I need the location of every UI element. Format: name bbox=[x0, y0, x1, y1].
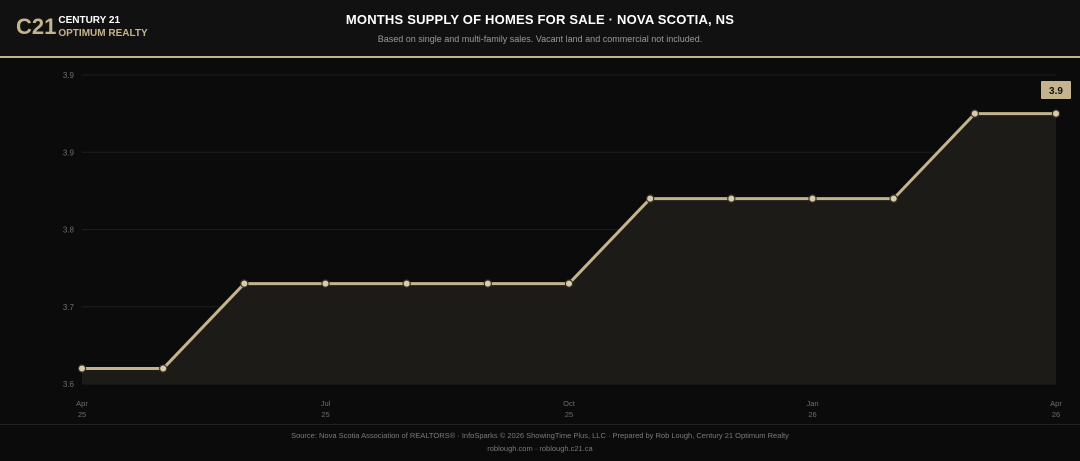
x-tick-year: 26 bbox=[808, 410, 816, 419]
y-axis-labels: 3.6 3.7 3.8 3.9 3.9 bbox=[63, 71, 75, 389]
brand-name: CENTURY 21 bbox=[58, 15, 121, 26]
chart-area bbox=[82, 113, 1056, 384]
footer-links: roblough.com · roblough.c21.ca bbox=[487, 444, 593, 453]
x-tick-month: Oct bbox=[563, 399, 576, 408]
data-point bbox=[483, 279, 493, 288]
data-point bbox=[970, 109, 980, 118]
brand-mark: C21 bbox=[16, 14, 57, 39]
y-tick-label: 3.8 bbox=[63, 226, 75, 235]
footer: Source: Nova Scotia Association of REALT… bbox=[0, 424, 1080, 461]
x-tick-year: 26 bbox=[1052, 410, 1060, 419]
source-note: Source: Nova Scotia Association of REALT… bbox=[291, 431, 789, 440]
brand-text: CENTURY 21 OPTIMUM REALTY bbox=[58, 14, 147, 40]
x-tick-month: Jul bbox=[321, 399, 331, 408]
chart-subtitle: Based on single and multi-family sales. … bbox=[377, 34, 703, 44]
x-tick-month: Jan bbox=[806, 399, 818, 408]
x-tick-year: 25 bbox=[78, 410, 86, 419]
brand-logo: C21 CENTURY 21 OPTIMUM REALTY bbox=[16, 14, 148, 40]
data-point bbox=[727, 194, 736, 203]
data-point bbox=[402, 279, 411, 288]
months-supply-chart: 3.6 3.7 3.8 3.9 3.9 Apr 25 Jul 25 Oct 25 Jan 26 Apr 2… bbox=[0, 58, 1080, 424]
brand-office: OPTIMUM REALTY bbox=[58, 28, 148, 39]
data-point bbox=[158, 364, 168, 373]
data-point bbox=[1051, 109, 1061, 118]
data-point bbox=[77, 364, 87, 373]
chart-title: MONTHS SUPPLY OF HOMES FOR SALE · NOVA S… bbox=[345, 12, 735, 27]
x-tick-month: Apr bbox=[1050, 399, 1062, 408]
callout-box bbox=[1041, 81, 1071, 99]
data-point bbox=[889, 194, 898, 203]
area-fill bbox=[82, 113, 1056, 384]
y-tick-label: 3.9 bbox=[63, 148, 75, 157]
x-tick-year: 25 bbox=[321, 410, 329, 419]
y-tick-label: 3.7 bbox=[63, 303, 75, 312]
data-point bbox=[321, 279, 330, 288]
header: C21 CENTURY 21 OPTIMUM REALTY MONTHS SUP… bbox=[0, 0, 1080, 58]
data-point bbox=[808, 194, 817, 203]
y-tick-label: 3.9 bbox=[63, 71, 75, 80]
chart-points bbox=[77, 109, 1061, 373]
callout-value: 3.9 bbox=[1049, 86, 1063, 97]
data-point bbox=[645, 194, 655, 203]
last-value-callout: 3.9 bbox=[1041, 81, 1071, 99]
data-point bbox=[564, 279, 574, 288]
x-tick-year: 25 bbox=[565, 410, 573, 419]
x-axis-labels: Apr 25 Jul 25 Oct 25 Jan 26 Apr 26 bbox=[76, 399, 1062, 419]
data-point bbox=[240, 279, 249, 288]
x-tick-month: Apr bbox=[76, 399, 88, 408]
y-tick-label: 3.6 bbox=[63, 380, 75, 389]
